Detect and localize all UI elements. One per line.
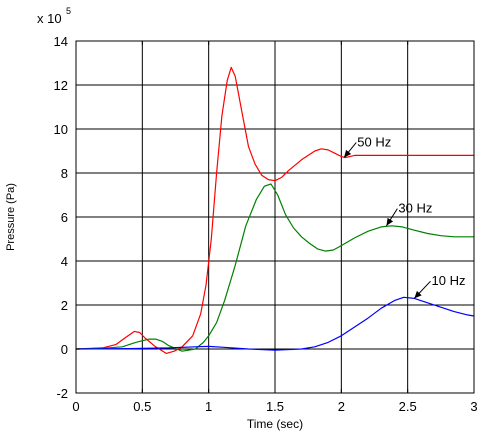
annotation-label-10-hz: 10 Hz (432, 273, 466, 288)
y-axis-label: Pressure (Pa) (5, 183, 17, 251)
y-tick-label: 10 (54, 122, 68, 137)
series-line-50-hz (75, 66, 474, 354)
exponent-prefix: x 10 (37, 11, 62, 26)
y-tick-label: 6 (61, 210, 68, 225)
tick-labels: 0 0.5 1 1.5 2 2.5 3 -2 0 2 4 6 8 10 12 14 (54, 34, 478, 414)
annotations: 50 Hz 30 Hz 10 Hz (343, 135, 466, 299)
x-tick-label: 0.5 (133, 399, 151, 414)
series-line-30-hz (75, 183, 474, 352)
axis-ticks (75, 40, 475, 394)
x-tick-label: 3 (470, 399, 477, 414)
y-tick-label: 4 (61, 254, 68, 269)
y-tick-label: 14 (54, 34, 68, 49)
x-tick-label: 1 (205, 399, 212, 414)
x-tick-label: 0 (72, 399, 79, 414)
y-tick-label: 8 (61, 166, 68, 181)
annotation-arrowhead-10-hz (414, 290, 422, 299)
annotation-label-50-hz: 50 Hz (357, 135, 391, 150)
x-tick-label: 1.5 (266, 399, 284, 414)
x-tick-label: 2.5 (399, 399, 417, 414)
series-group (75, 66, 475, 354)
grid (76, 41, 474, 393)
annotation-arrowhead-50-hz (343, 149, 352, 158)
annotation-label-30-hz: 30 Hz (398, 201, 432, 216)
y-tick-label: 2 (61, 298, 68, 313)
annotation-arrowhead-30-hz (386, 217, 394, 226)
x-tick-label: 2 (338, 399, 345, 414)
x-axis-label: Time (sec) (247, 417, 303, 431)
series-line-10-hz (75, 296, 475, 351)
exponent-power: 5 (66, 6, 71, 16)
y-tick-label: 12 (54, 78, 68, 93)
y-tick-label: -2 (56, 386, 68, 401)
y-tick-label: 0 (61, 342, 68, 357)
